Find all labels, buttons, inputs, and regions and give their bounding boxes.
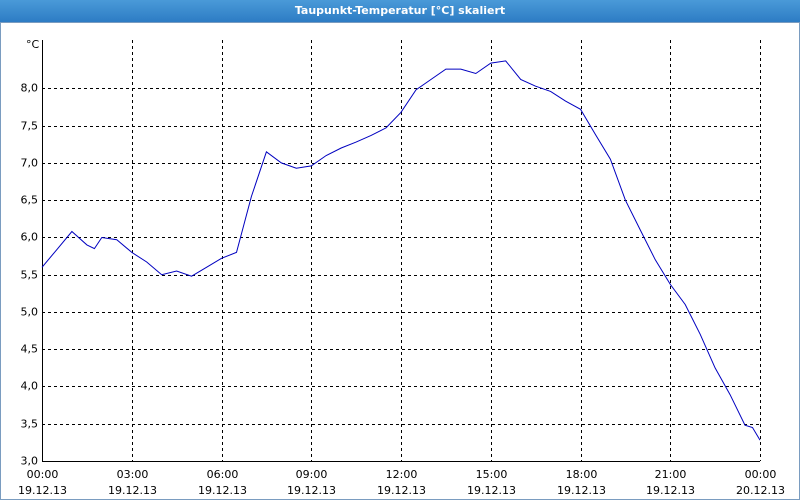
window-title: Taupunkt-Temperatur [°C] skaliert [295,4,505,17]
y-tick-label: 5,5 [21,269,39,282]
y-unit: °C [26,38,40,51]
y-tick-label: 4,0 [21,380,39,393]
y-tick-label: 8,0 [21,82,39,95]
x-tick-label: 06:00 [207,468,239,481]
data-line [41,60,761,441]
x-tick-label: 03:00 [117,468,149,481]
x-tick-label: 09:00 [296,468,328,481]
x-tick-date: 19.12.13 [557,484,606,497]
y-tick-label: 4,5 [21,343,39,356]
y-tick-label: 3,5 [21,418,39,431]
y-tick-label: 7,0 [21,157,39,170]
x-tick-label: 12:00 [386,468,418,481]
y-tick-label: 7,5 [21,120,39,133]
y-tick-label: 6,5 [21,194,39,207]
x-tick-date: 19.12.13 [646,484,695,497]
y-tick-label: 5,0 [21,306,39,319]
x-tick-date: 19.12.13 [108,484,157,497]
x-tick-date: 19.12.13 [467,484,516,497]
x-tick-date: 19.12.13 [377,484,426,497]
x-tick-date: 19.12.13 [287,484,336,497]
x-tick-label: 15:00 [476,468,508,481]
x-tick-label: 00:00 [27,468,59,481]
title-bar [0,0,800,22]
y-tick-label: 6,0 [21,231,39,244]
x-tick-date: 19.12.13 [198,484,247,497]
x-tick-date: 20.12.13 [736,484,785,497]
x-tick-label: 18:00 [566,468,598,481]
x-tick-label: 21:00 [655,468,687,481]
y-tick-label: 3,0 [21,455,39,468]
x-tick-label: 00:00 [745,468,777,481]
x-tick-date: 19.12.13 [18,484,67,497]
